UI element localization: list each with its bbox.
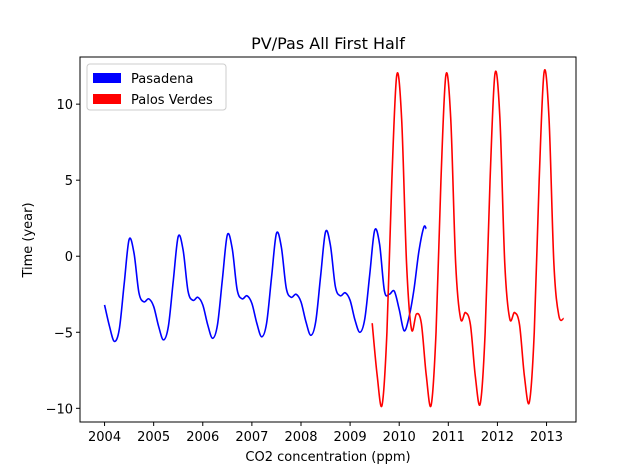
legend-swatch [93,94,121,104]
plot-frame [79,56,577,423]
x-tick-label: 2013 [530,430,563,445]
legend-label: Palos Verdes [131,93,213,108]
legend: Pasadena Palos Verdes [86,63,227,111]
x-tick-label: 2007 [235,430,268,445]
x-axis-label: CO2 concentration (ppm) [245,450,410,465]
legend-box [86,63,227,111]
legend-label: Pasadena [131,72,193,87]
x-tick-label: 2005 [137,430,170,445]
x-tick-label: 2006 [186,430,219,445]
y-tick-label: −10 [46,402,73,417]
y-tick-label: 5 [65,174,73,189]
x-tick-label: 2004 [88,430,121,445]
y-tick-label: 0 [65,250,73,265]
x-tick-label: 2011 [432,430,465,445]
x-tick-label: 2010 [383,430,416,445]
plot-area: 2004 2005 2006 2007 2008 2009 2010 2011 2012 2013… [46,56,577,445]
y-axis-label: Time (year) [21,202,36,278]
series-line-pasadena [103,225,427,343]
y-tick-label: 10 [56,98,73,113]
series-line-palos-verdes [371,69,565,408]
x-tick-label: 2008 [284,430,317,445]
x-tick-label: 2009 [334,430,367,445]
chart-title: PV/Pas All First Half [251,34,405,53]
legend-swatch [93,73,121,83]
x-tick-label: 2012 [481,430,514,445]
y-tick-label: −5 [54,326,73,341]
